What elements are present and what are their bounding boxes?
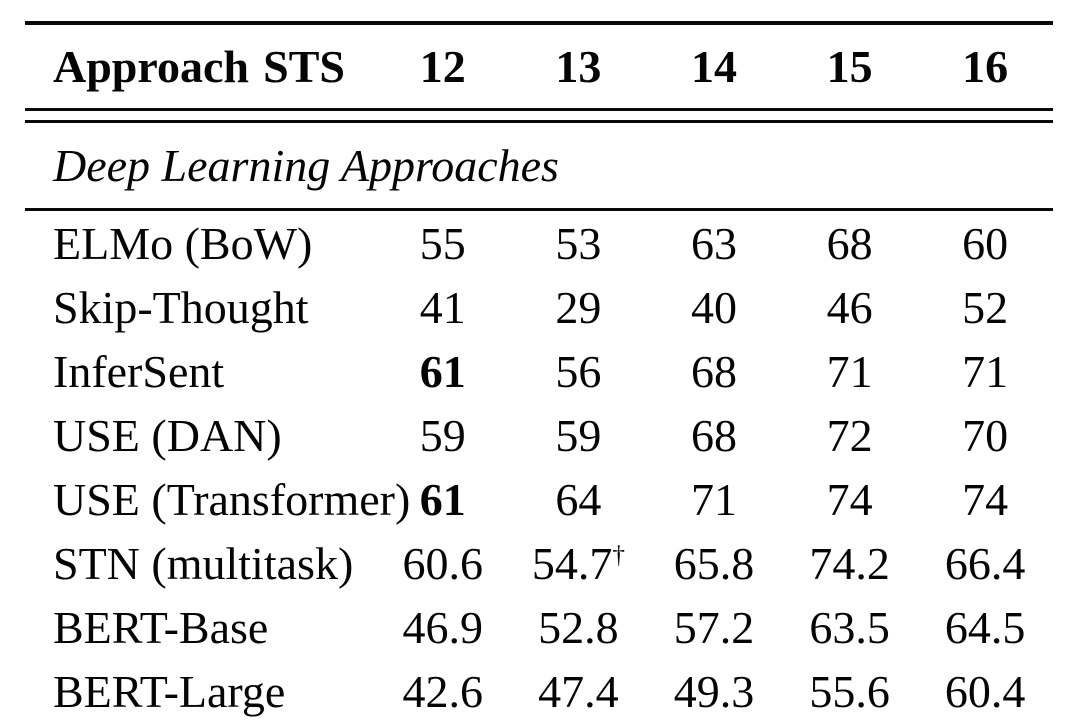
cell-sts16: 71	[962, 345, 1009, 397]
table-row-skip-thought: Skip-Thought 41 29 40 46 52	[25, 275, 1053, 339]
header-year-15: 15	[826, 41, 873, 92]
table-region: Approach STS 12 13 14 15 16 Deep Learnin…	[25, 0, 1053, 723]
cell-sts12: 55	[419, 217, 466, 269]
header-approach-label: Approach	[53, 41, 249, 92]
cell-sts15: 63.5	[809, 601, 890, 653]
cell-sts14: 63	[690, 217, 737, 269]
row-label: Skip-Thought	[53, 281, 309, 333]
table-row-use-dan: USE (DAN) 59 59 68 72 70	[25, 403, 1053, 467]
row-label: BERT-Large	[53, 665, 286, 717]
header-approach-sts: Approach STS	[25, 40, 375, 93]
cell-sts14: 71	[690, 473, 737, 525]
cell-sts16: 70	[962, 409, 1009, 461]
cell-sts12-best: 61	[419, 345, 466, 397]
cell-sts12: 46.9	[402, 601, 484, 653]
table-row-bert-base: BERT-Base 46.9 52.8 57.2 63.5 64.5	[25, 595, 1053, 659]
cell-sts14: 68	[690, 409, 737, 461]
header-year-12: 12	[419, 41, 466, 92]
header-year-14: 14	[690, 41, 737, 92]
cell-sts14: 65.8	[673, 537, 755, 589]
cell-sts16: 74	[962, 473, 1009, 525]
row-label: InferSent	[53, 345, 225, 397]
row-label: ELMo (BoW)	[53, 217, 313, 269]
cell-sts15: 55.6	[809, 665, 890, 717]
table-row-infersent: InferSent 61 56 68 71 71	[25, 339, 1053, 403]
cell-sts15: 71	[826, 345, 873, 397]
table-row-bert-large: BERT-Large 42.6 47.4 49.3 55.6 60.4	[25, 659, 1053, 723]
cell-sts15: 74	[826, 473, 873, 525]
cell-sts13: 53	[555, 217, 602, 269]
cell-sts13: 56	[555, 345, 602, 397]
cell-sts13: 59	[555, 409, 602, 461]
cell-sts12: 42.6	[402, 665, 484, 717]
section-header-row: Deep Learning Approaches	[25, 123, 1053, 208]
table-row-stn-multitask: STN (multitask) 60.6 54.7† 65.8 74.2 66.…	[25, 531, 1053, 595]
cell-sts12: 41	[419, 281, 466, 333]
row-label: USE (DAN)	[53, 409, 282, 461]
header-year-13: 13	[555, 41, 602, 92]
header-double-rule-gap	[25, 111, 1053, 120]
cell-sts15: 46	[826, 281, 873, 333]
header-double-rule-upper	[25, 108, 1053, 111]
cell-sts14: 57.2	[673, 601, 755, 653]
cell-sts16: 66.4	[944, 537, 1026, 589]
top-margin	[25, 0, 1053, 21]
cell-sts14: 40	[690, 281, 737, 333]
cell-sts16: 64.5	[944, 601, 1026, 653]
cell-sts14: 68	[690, 345, 737, 397]
cell-sts15: 68	[826, 217, 873, 269]
cell-sts15: 72	[826, 409, 873, 461]
cell-sts16: 60.4	[944, 665, 1026, 717]
table-row-use-transformer: USE (Transformer) 61 64 71 74 74	[25, 467, 1053, 531]
cell-sts13: 47.4	[538, 665, 619, 717]
top-rule	[25, 21, 1053, 25]
cell-sts14: 49.3	[673, 665, 755, 717]
header-sts-label: STS	[263, 41, 345, 92]
row-label: STN (multitask)	[53, 537, 354, 589]
row-label: USE (Transformer)	[53, 473, 411, 525]
table-row-elmo-bow: ELMo (BoW) 55 53 63 68 60	[25, 211, 1053, 275]
table-header-row: Approach STS 12 13 14 15 16	[25, 25, 1053, 108]
row-label: BERT-Base	[53, 601, 269, 653]
cell-sts13: 52.8	[538, 601, 619, 653]
header-double-rule-lower	[25, 120, 1053, 123]
cell-sts12: 60.6	[402, 537, 484, 589]
cell-sts15: 74.2	[809, 537, 890, 589]
cell-sts13: 64	[555, 473, 602, 525]
cell-sts12: 59	[419, 409, 466, 461]
cell-value: 54.7	[531, 537, 613, 589]
header-year-16: 16	[962, 41, 1009, 92]
cell-sts12-best: 61	[419, 473, 466, 525]
section-title: Deep Learning Approaches	[53, 140, 559, 191]
dagger-superscript: †	[612, 540, 625, 569]
cell-sts13: 29	[555, 281, 602, 333]
cell-sts16: 60	[962, 217, 1009, 269]
section-rule	[25, 208, 1053, 211]
cell-sts16: 52	[962, 281, 1009, 333]
cell-sts13-daggered: 54.7†	[511, 537, 647, 590]
